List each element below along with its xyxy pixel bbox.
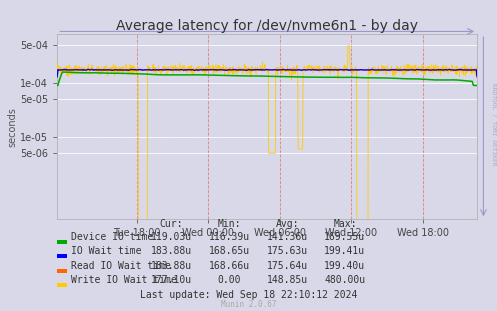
Text: 168.65u: 168.65u [209, 246, 250, 256]
Text: 177.10u: 177.10u [151, 275, 192, 285]
Text: IO Wait time: IO Wait time [71, 246, 141, 256]
Text: Cur:: Cur: [160, 219, 183, 229]
Text: 0.00: 0.00 [218, 275, 242, 285]
Text: Max:: Max: [333, 219, 357, 229]
Text: Last update: Wed Sep 18 22:10:12 2024: Last update: Wed Sep 18 22:10:12 2024 [140, 290, 357, 300]
Text: Munin 2.0.67: Munin 2.0.67 [221, 300, 276, 309]
Text: 116.39u: 116.39u [209, 232, 250, 242]
Text: 199.40u: 199.40u [325, 261, 365, 271]
Text: 169.55u: 169.55u [325, 232, 365, 242]
Text: 183.88u: 183.88u [151, 261, 192, 271]
Text: 119.03u: 119.03u [151, 232, 192, 242]
Text: 199.41u: 199.41u [325, 246, 365, 256]
Text: 141.36u: 141.36u [267, 232, 308, 242]
Text: 175.63u: 175.63u [267, 246, 308, 256]
Text: 148.85u: 148.85u [267, 275, 308, 285]
Title: Average latency for /dev/nvme6n1 - by day: Average latency for /dev/nvme6n1 - by da… [116, 19, 418, 33]
Text: RRDTOOL / TOBI OETIKER: RRDTOOL / TOBI OETIKER [491, 83, 496, 166]
Text: Read IO Wait time: Read IO Wait time [71, 261, 170, 271]
Text: 480.00u: 480.00u [325, 275, 365, 285]
Text: Device IO time: Device IO time [71, 232, 153, 242]
Text: Min:: Min: [218, 219, 242, 229]
Y-axis label: seconds: seconds [7, 107, 17, 147]
Text: 168.66u: 168.66u [209, 261, 250, 271]
Text: Write IO Wait time: Write IO Wait time [71, 275, 176, 285]
Text: 175.64u: 175.64u [267, 261, 308, 271]
Text: 183.88u: 183.88u [151, 246, 192, 256]
Text: Avg:: Avg: [275, 219, 299, 229]
